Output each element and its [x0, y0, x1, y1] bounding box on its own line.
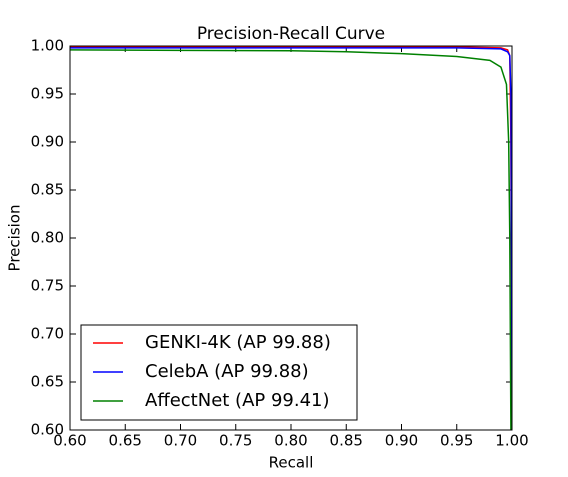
y-tick-label: 0.90	[31, 133, 64, 151]
x-tick-label: 0.70	[164, 432, 197, 450]
series-line	[70, 47, 512, 430]
series-line	[70, 49, 512, 430]
y-axis-label: Precision	[6, 205, 24, 272]
legend-box	[80, 324, 358, 421]
x-tick-label: 0.60	[53, 432, 86, 450]
x-tick-label: 0.80	[274, 432, 307, 450]
x-tick-label: 1.00	[495, 432, 528, 450]
y-tick-label: 0.70	[31, 325, 64, 343]
y-tick-label: 0.75	[31, 277, 64, 295]
plot-frame	[69, 45, 513, 431]
chart-title: Precision-Recall Curve	[197, 24, 385, 44]
x-tick-label: 0.65	[109, 432, 142, 450]
x-tick-label: 0.95	[440, 432, 473, 450]
y-tick-label: 1.00	[31, 37, 64, 55]
legend-label: GENKI-4K (AP 99.88)	[145, 332, 331, 353]
x-tick-label: 0.85	[330, 432, 363, 450]
y-tick-label: 0.85	[31, 181, 64, 199]
y-tick-label: 0.65	[31, 373, 64, 391]
y-tick-label: 0.95	[31, 85, 64, 103]
x-axis-label: Recall	[269, 454, 314, 472]
legend-label: CelebA (AP 99.88)	[145, 361, 309, 382]
x-tick-label: 0.75	[219, 432, 252, 450]
y-tick-label: 0.60	[31, 421, 64, 439]
x-tick-label: 0.90	[385, 432, 418, 450]
legend-label: AffectNet (AP 99.41)	[145, 390, 330, 411]
y-tick-label: 0.80	[31, 229, 64, 247]
